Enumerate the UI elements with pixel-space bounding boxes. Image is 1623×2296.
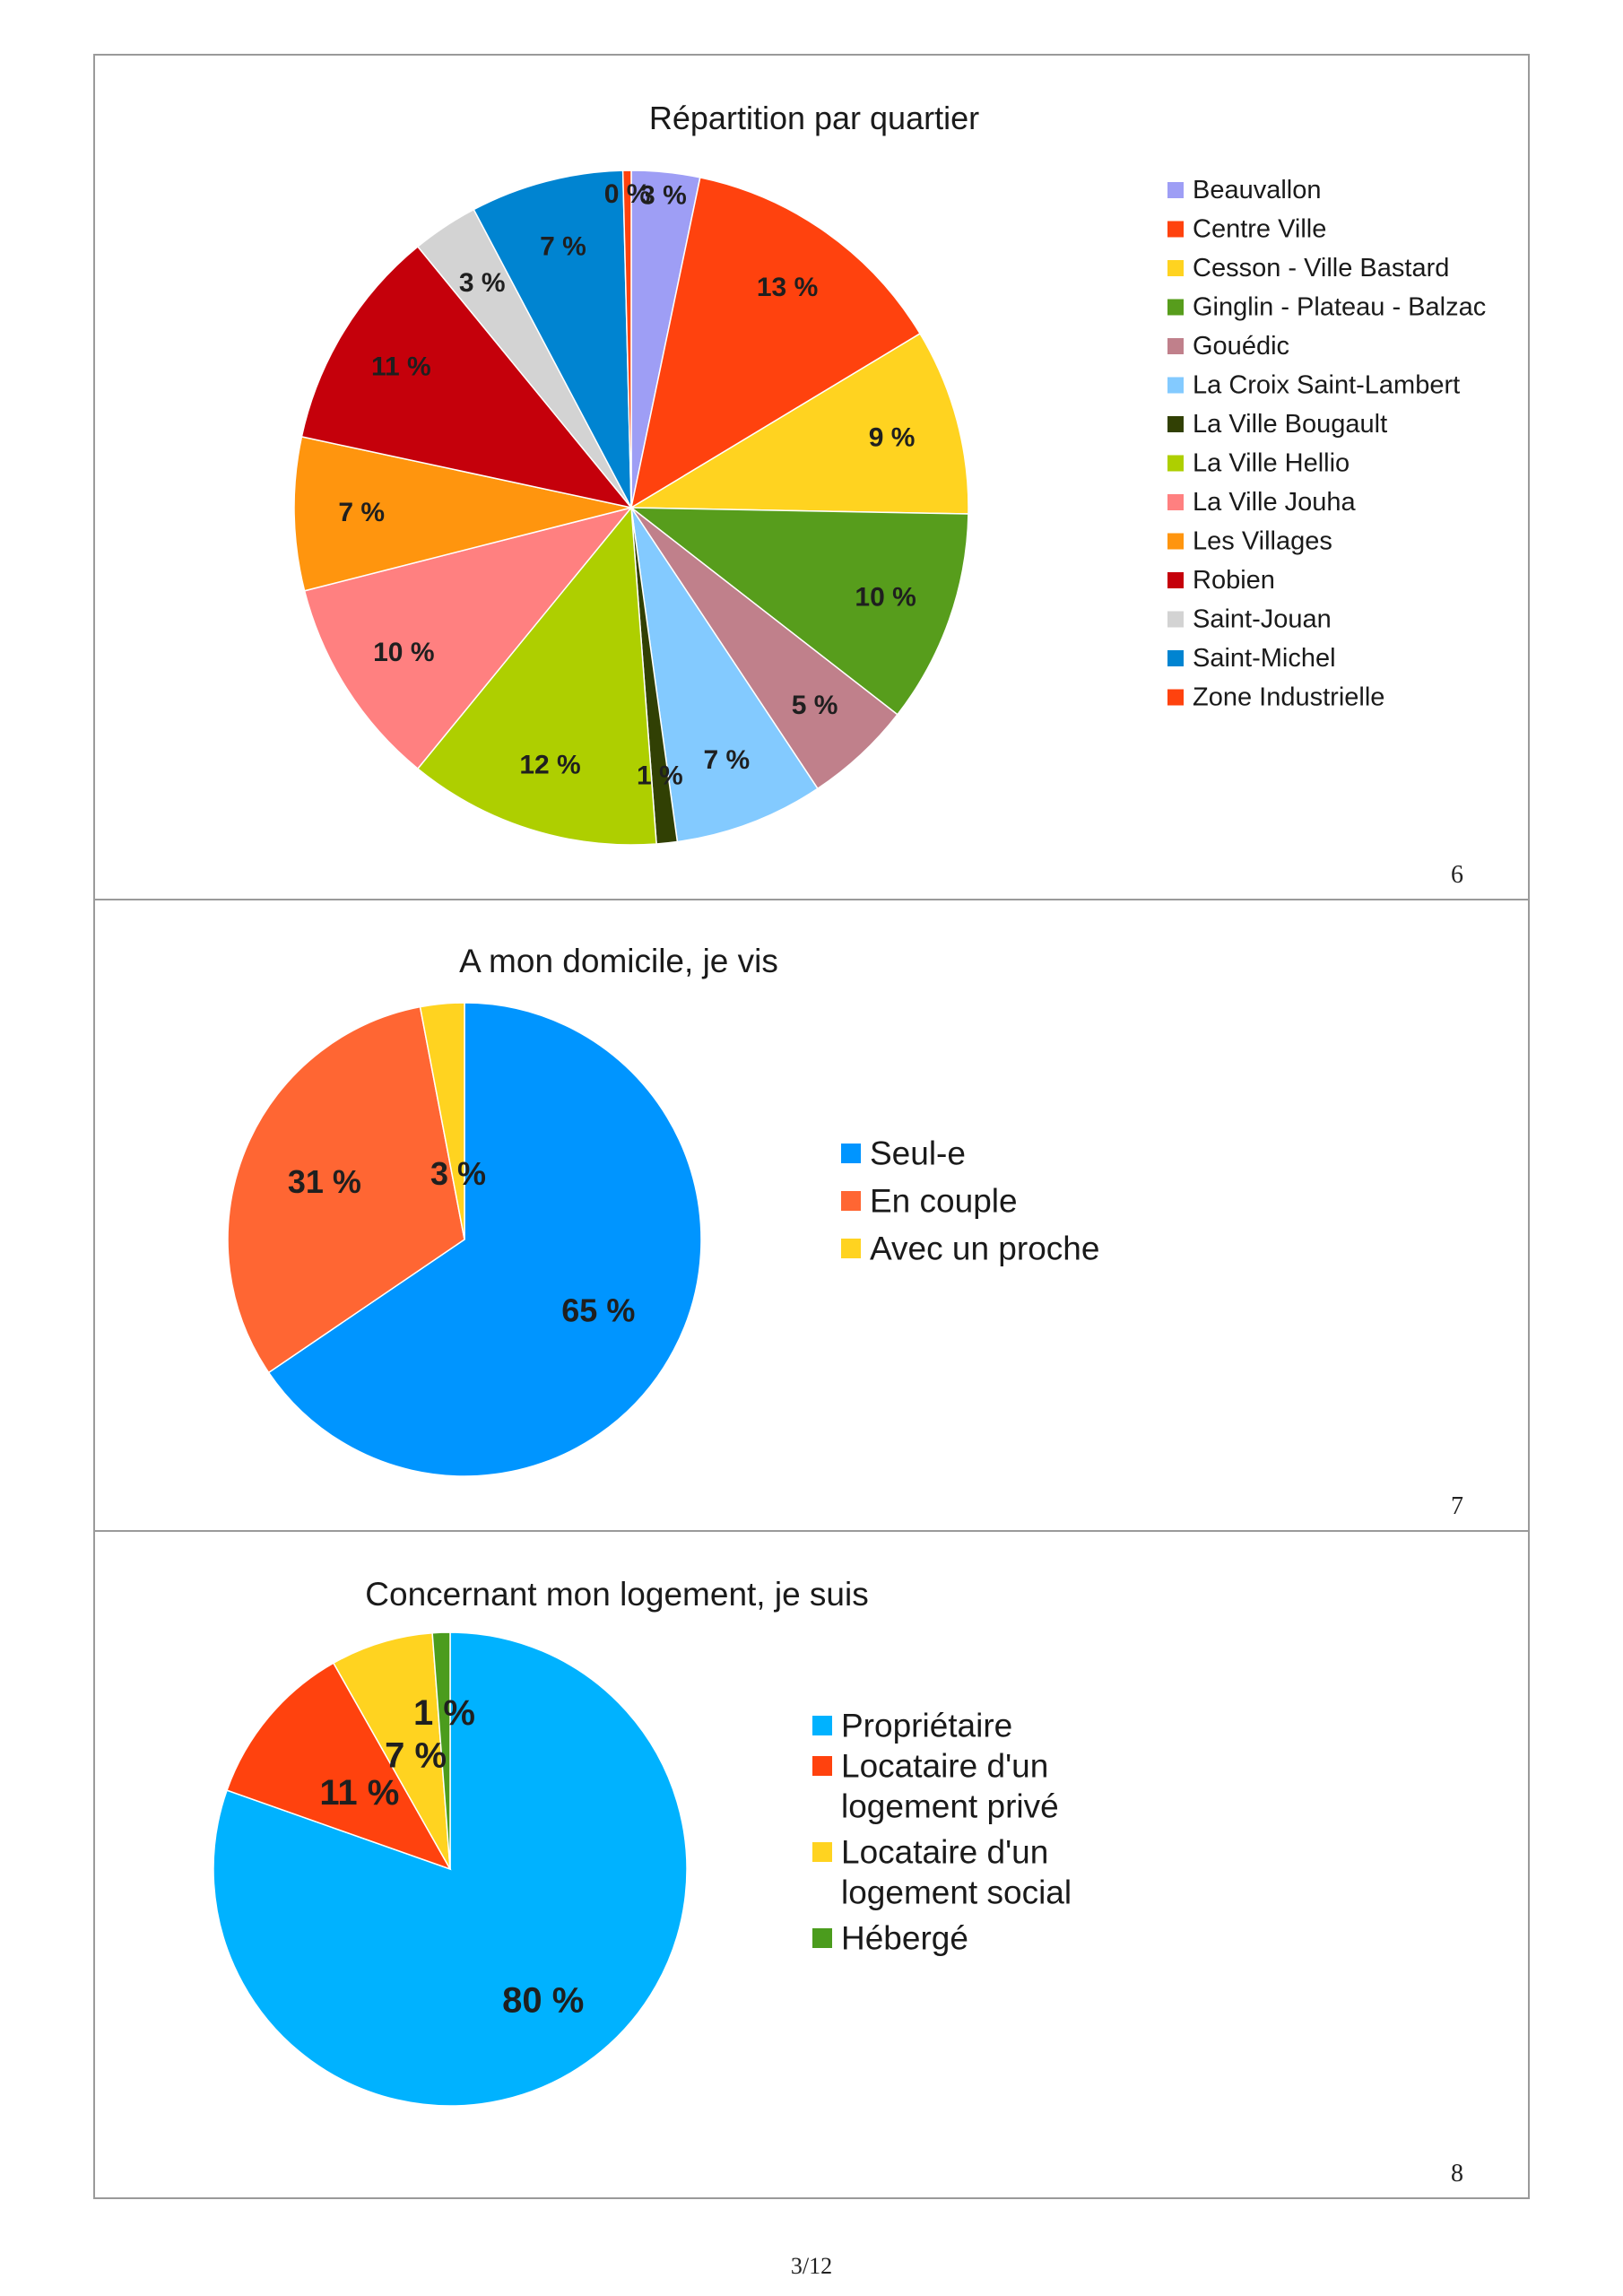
pie-slice-heberge <box>431 1631 451 1870</box>
legend-label-seul-e: Seul-e <box>870 1135 966 1172</box>
slice-label-gouedic: 5 % <box>792 691 838 720</box>
legend-label-ginglin-plateau-balzac: Ginglin - Plateau - Balzac <box>1193 293 1486 322</box>
legend-swatch-heberge <box>812 1928 832 1948</box>
legend-swatch-saint-jouan <box>1167 611 1184 628</box>
slice-label-la-ville-jouha: 10 % <box>373 638 434 667</box>
pie-slice-centre-ville <box>629 177 922 509</box>
pie-slice-la-croix-saint-lambert <box>630 507 819 843</box>
legend-swatch-saint-michel <box>1167 650 1184 666</box>
legend-label-beauvallon: Beauvallon <box>1193 176 1322 204</box>
chart-title: Concernant mon logement, je suis <box>365 1576 868 1613</box>
pie-slice-en-couple <box>227 1005 465 1374</box>
chart-title: A mon domicile, je vis <box>459 943 778 979</box>
pie-slice-seul-e <box>267 1002 702 1477</box>
legend-label-la-ville-jouha: La Ville Jouha <box>1193 488 1357 517</box>
legend-label-locataire-d-un-logement-social: logement social <box>841 1874 1072 1911</box>
slice-label-la-ville-bougault: 1 % <box>637 761 683 791</box>
pie-slice-avec-un-proche <box>419 1002 465 1240</box>
slice-label-heberge: 1 % <box>413 1693 475 1733</box>
legend-swatch-beauvallon <box>1167 182 1184 198</box>
page-footer: 3/12 <box>790 2253 833 2279</box>
pie-slice-la-ville-hellio <box>416 506 657 846</box>
legend-swatch-locataire-d-un-logement-social <box>812 1842 832 1862</box>
legend-swatch-les-villages <box>1167 533 1184 550</box>
slice-label-centre-ville: 13 % <box>757 273 818 302</box>
slice-label-beauvallon: 3 % <box>640 181 687 211</box>
slice-label-la-croix-saint-lambert: 7 % <box>704 745 751 775</box>
pie-slice-la-ville-jouha <box>303 506 634 770</box>
legend-swatch-la-ville-jouha <box>1167 494 1184 510</box>
legend-swatch-centre-ville <box>1167 221 1184 238</box>
legend-label-saint-jouan: Saint-Jouan <box>1193 605 1332 634</box>
legend-label-zone-industrielle: Zone Industrielle <box>1193 683 1384 712</box>
slice-label-cesson-ville-bastard: 9 % <box>869 423 916 453</box>
legend-swatch-la-ville-bougault <box>1167 416 1184 432</box>
legend-swatch-la-croix-saint-lambert <box>1167 377 1184 394</box>
slice-label-ginglin-plateau-balzac: 10 % <box>855 583 916 613</box>
chart-panel-quartier: Répartition par quartier 3 % 13 % 9 % 10 % 5 … <box>93 54 1530 900</box>
slice-label-robien: 11 % <box>371 352 431 382</box>
legend-label-locataire-d-un-logement-social: Locataire d'un <box>841 1834 1048 1871</box>
chart-panel-domicile: A mon domicile, je vis 65 % 31 % 3 % Seul-e E… <box>93 899 1530 1532</box>
slice-label-locataire-d-un-logement-social: 7 % <box>385 1736 447 1776</box>
legend-label-la-ville-bougault: La Ville Bougault <box>1193 410 1387 439</box>
pie-chart-domicile: A mon domicile, je vis 65 % 31 % 3 % Seul-e E… <box>227 943 1099 1477</box>
legend-label-cesson-ville-bastard: Cesson - Ville Bastard <box>1193 254 1449 283</box>
slice-label-saint-michel: 7 % <box>540 231 586 261</box>
legend-label-les-villages: Les Villages <box>1193 527 1332 556</box>
pie-chart-logement: Concernant mon logement, je suis 80 % 11 %… <box>213 1576 1072 2107</box>
pie-slice-les-villages <box>293 436 632 592</box>
legend-label-robien: Robien <box>1193 566 1275 595</box>
legend-label-la-croix-saint-lambert: La Croix Saint-Lambert <box>1193 371 1460 400</box>
slice-label-les-villages: 7 % <box>338 498 385 527</box>
legend-swatch-seul-e <box>841 1144 861 1163</box>
slice-label-locataire-d-un-logement-prive: 11 % <box>319 1773 399 1813</box>
legend-swatch-avec-un-proche <box>841 1239 861 1258</box>
pie-chart-quartier: Répartition par quartier 3 % 13 % 9 % 10 % 5 … <box>293 100 1486 846</box>
slice-label-proprietaire: 80 % <box>502 1981 584 2021</box>
pie-slice-robien <box>300 245 633 509</box>
panel-number: 6 <box>1451 861 1463 889</box>
legend-label-locataire-d-un-logement-prive: Locataire d'un <box>841 1748 1048 1785</box>
legend-label-heberge: Hébergé <box>841 1920 968 1957</box>
panel-number: 8 <box>1451 2160 1463 2187</box>
legend-swatch-la-ville-hellio <box>1167 455 1184 472</box>
legend-swatch-ginglin-plateau-balzac <box>1167 299 1184 316</box>
legend-swatch-cesson-ville-bastard <box>1167 260 1184 276</box>
slice-label-seul-e: 65 % <box>561 1292 635 1329</box>
pie-slice-locataire-d-un-logement-social <box>332 1631 451 1870</box>
slice-label-la-ville-hellio: 12 % <box>519 750 580 779</box>
panel-number: 7 <box>1451 1492 1463 1520</box>
slice-label-saint-jouan: 3 % <box>459 268 506 298</box>
legend-label-la-ville-hellio: La Ville Hellio <box>1193 449 1350 478</box>
legend-label-en-couple: En couple <box>870 1183 1018 1220</box>
legend-swatch-proprietaire <box>812 1716 832 1735</box>
legend-swatch-en-couple <box>841 1191 861 1211</box>
legend-label-centre-ville: Centre Ville <box>1193 215 1326 244</box>
pie-slice-locataire-d-un-logement-prive <box>226 1662 452 1871</box>
legend-label-proprietaire: Propriétaire <box>841 1708 1012 1744</box>
legend-label-gouedic: Gouédic <box>1193 332 1289 361</box>
pie-slice-cesson-ville-bastard <box>629 332 969 515</box>
pie-slice-zone-industrielle <box>621 170 632 509</box>
legend-label-locataire-d-un-logement-prive: logement privé <box>841 1788 1059 1825</box>
legend-label-saint-michel: Saint-Michel <box>1193 644 1336 673</box>
slice-label-zone-industrielle: 0 % <box>604 179 651 209</box>
legend-swatch-zone-industrielle <box>1167 689 1184 706</box>
chart-title: Répartition par quartier <box>649 100 979 136</box>
legend-swatch-robien <box>1167 572 1184 588</box>
legend-swatch-locataire-d-un-logement-prive <box>812 1756 832 1776</box>
legend-label-avec-un-proche: Avec un proche <box>870 1231 1099 1267</box>
slice-label-avec-un-proche: 3 % <box>430 1155 486 1192</box>
slice-label-en-couple: 31 % <box>288 1163 361 1200</box>
pie-slice-saint-michel <box>473 170 632 509</box>
legend-swatch-gouedic <box>1167 338 1184 354</box>
pie-slice-ginglin-plateau-balzac <box>629 507 969 716</box>
chart-panel-logement: Concernant mon logement, je suis 80 % 11 %… <box>93 1530 1530 2199</box>
